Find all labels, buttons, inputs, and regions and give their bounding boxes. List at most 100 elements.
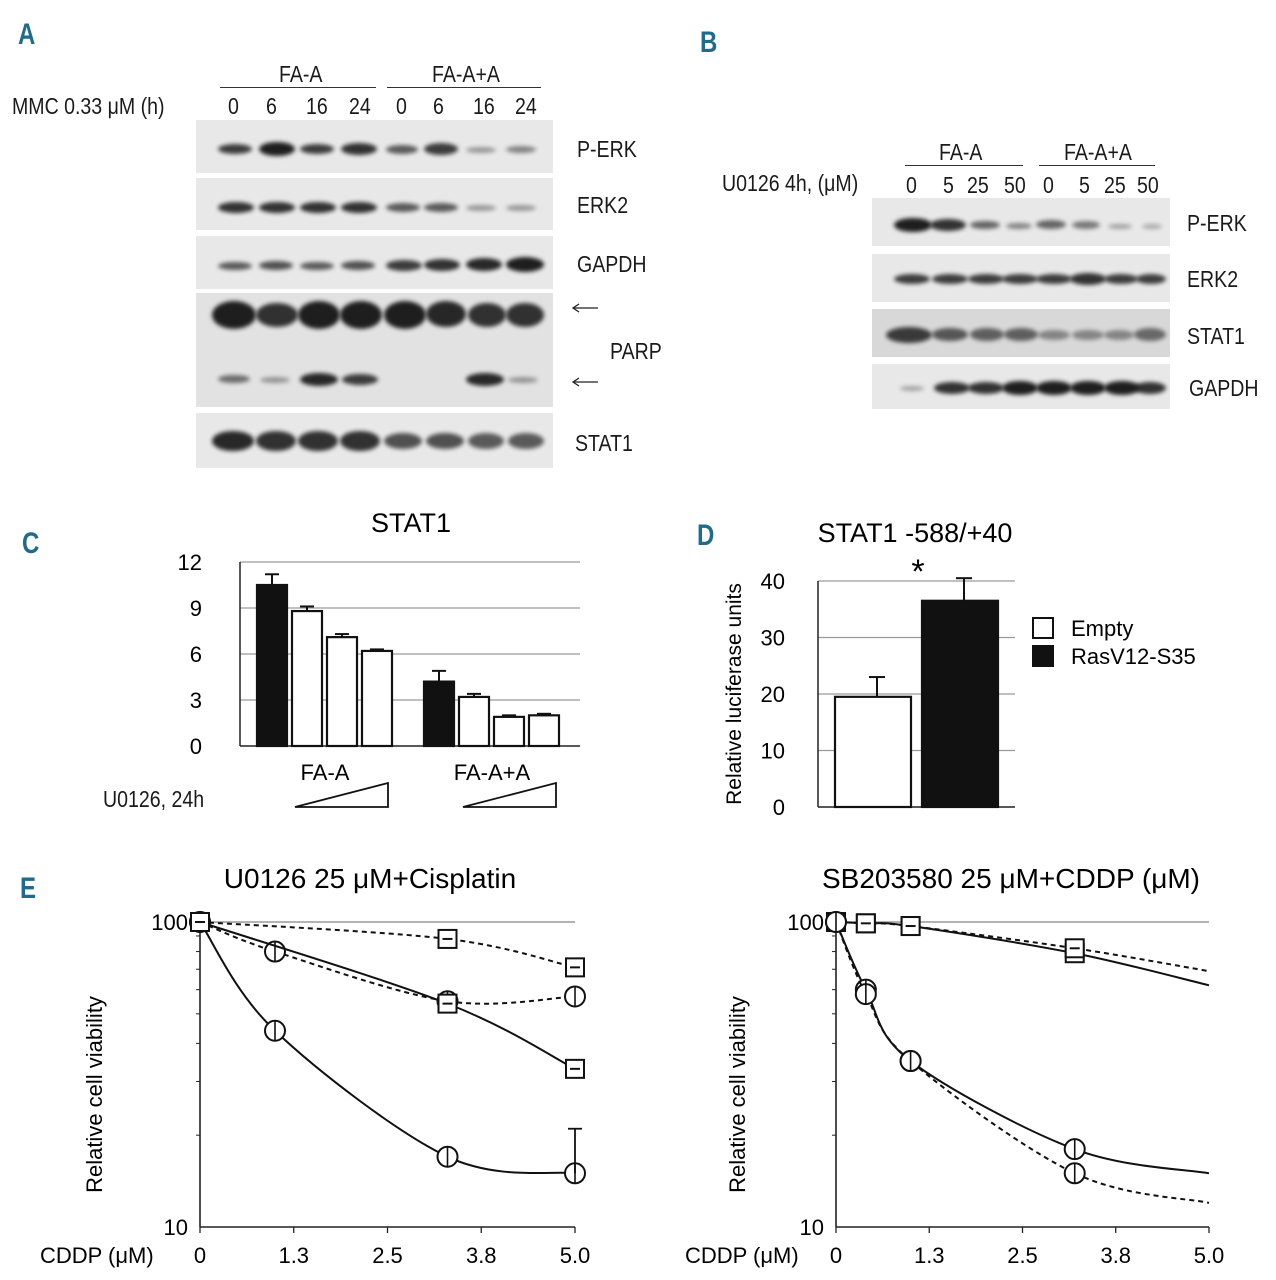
timepoint-label: 16 [473, 93, 495, 119]
x-tick-label: 1.3 [278, 1243, 309, 1268]
blot-a-p-erk [196, 120, 553, 173]
bar [527, 714, 561, 748]
group-label: FA-A [301, 760, 350, 785]
blot-label: GAPDH [1189, 375, 1259, 401]
x-tick-label: 1.3 [914, 1243, 945, 1268]
blot-b-stat1 [872, 309, 1170, 357]
group-label-fa-a-plus-a: FA-A+A [1064, 139, 1132, 165]
group-label-fa-a: FA-A [939, 139, 983, 165]
series-line [199, 921, 576, 1005]
group-line-fa-a-plus-a [387, 87, 541, 88]
group-label: FA-A+A [454, 760, 531, 785]
timepoint-label: 6 [266, 93, 277, 119]
chart-e-u0126: U0126 25 μM+Cisplatin 10 100 0 1.3 2.5 3.8 5.0 C… [40, 863, 591, 1268]
x-tick-label: 0 [830, 1243, 842, 1268]
timepoint-label: 16 [306, 93, 328, 119]
blot-label: STAT1 [575, 430, 633, 456]
group-line-fa-a [905, 165, 1023, 166]
blot-label: STAT1 [1187, 323, 1245, 349]
dose-label: 25 [1104, 172, 1126, 198]
blot-label: P-ERK [1187, 210, 1247, 236]
dose-label: 50 [1137, 172, 1159, 198]
dose-ramp-triangle [294, 781, 389, 808]
blot-a-stat1 [196, 413, 553, 468]
panel-letter-a: A [18, 18, 36, 51]
chart-title: SB203580 25 μM+CDDP (μM) [822, 863, 1200, 894]
x-tick-label: 3.8 [466, 1243, 497, 1268]
panel-letter-b: B [700, 26, 718, 59]
y-tick-label: 9 [190, 596, 202, 621]
blot-label: PARP [610, 338, 662, 364]
bar [492, 715, 526, 748]
treatment-label-u0126-24h: U0126, 24h [103, 786, 205, 812]
legend-label: RasV12-S35 [1071, 644, 1196, 669]
x-tick-label: 5.0 [1194, 1243, 1225, 1268]
y-tick-label: 12 [178, 550, 202, 575]
y-tick-label: 0 [190, 734, 202, 759]
chart-d-luciferase: STAT1 -588/+40 0 10 20 30 40 Relative lucifera… [723, 518, 1196, 820]
y-tick-label: 0 [773, 795, 785, 820]
group-label-fa-a-plus-a: FA-A+A [432, 61, 500, 87]
blot-a-erk2 [196, 178, 553, 230]
chart-e-sb203580: SB203580 25 μM+CDDP (μM) 10 100 0 1.3 2.5 3.8 5… [685, 863, 1225, 1268]
x-axis-label: CDDP (μM) [685, 1243, 799, 1268]
series-line [835, 921, 1210, 987]
treatment-label-u0126: U0126 4h, (μM) [722, 170, 859, 196]
significance-asterisk: * [911, 553, 924, 591]
dose-ramp-triangle [462, 781, 557, 808]
timepoint-label: 24 [349, 93, 371, 119]
x-axis-label: CDDP (μM) [40, 1243, 154, 1268]
series-line [199, 921, 576, 969]
blot-b-gapdh [872, 364, 1170, 409]
panel-letter-d: D [697, 519, 715, 552]
blot-label: ERK2 [1187, 266, 1239, 292]
blot-b-erk2 [872, 254, 1170, 302]
blot-b-p-erk [872, 198, 1170, 246]
y-tick-label: 6 [190, 642, 202, 667]
series-line [835, 921, 1210, 1175]
y-tick-label: 10 [761, 739, 785, 764]
y-axis-label: Relative cell viability [725, 996, 750, 1193]
y-axis-label: Relative luciferase units [723, 583, 746, 805]
x-tick-label: 5.0 [560, 1243, 591, 1268]
y-tick-label: 10 [800, 1215, 824, 1240]
chart-title: STAT1 -588/+40 [818, 518, 1013, 548]
series-line [199, 921, 576, 1175]
x-tick-label: 2.5 [1007, 1243, 1038, 1268]
group-line-fa-a [220, 87, 376, 88]
series-line [835, 921, 1210, 1204]
bar [290, 609, 324, 748]
group-label-fa-a: FA-A [279, 61, 323, 87]
series-line [199, 921, 576, 1070]
panel-letter-e: E [20, 872, 37, 905]
blot-a-gapdh [196, 236, 553, 289]
timepoint-label: 6 [433, 93, 444, 119]
timepoint-label: 0 [228, 93, 239, 119]
chart-title: STAT1 [371, 508, 451, 538]
group-line-fa-a-plus-a [1039, 165, 1155, 166]
dose-label: 5 [1079, 172, 1090, 198]
dose-label: 25 [967, 172, 989, 198]
panel-letter-c: C [22, 527, 40, 560]
legend-swatch [1032, 645, 1054, 667]
dose-label: 0 [906, 172, 917, 198]
y-tick-label: 100 [787, 910, 824, 935]
bar [457, 695, 491, 748]
bar [360, 649, 394, 748]
chart-title: U0126 25 μM+Cisplatin [224, 863, 516, 894]
x-tick-label: 0 [194, 1243, 206, 1268]
y-tick-label: 100 [151, 910, 188, 935]
bar [920, 599, 1000, 809]
legend-swatch [1032, 617, 1054, 639]
timepoint-label: 24 [515, 93, 537, 119]
blot-a-parp [196, 293, 553, 407]
treatment-label-mmc: MMC 0.33 μM (h) [12, 93, 165, 119]
timepoint-label: 0 [396, 93, 407, 119]
bar [255, 583, 289, 748]
dose-label: 0 [1043, 172, 1054, 198]
dose-label: 50 [1004, 172, 1026, 198]
y-tick-label: 10 [164, 1215, 188, 1240]
legend-label: Empty [1071, 616, 1133, 641]
bar [833, 695, 913, 809]
series-line [835, 921, 1210, 973]
